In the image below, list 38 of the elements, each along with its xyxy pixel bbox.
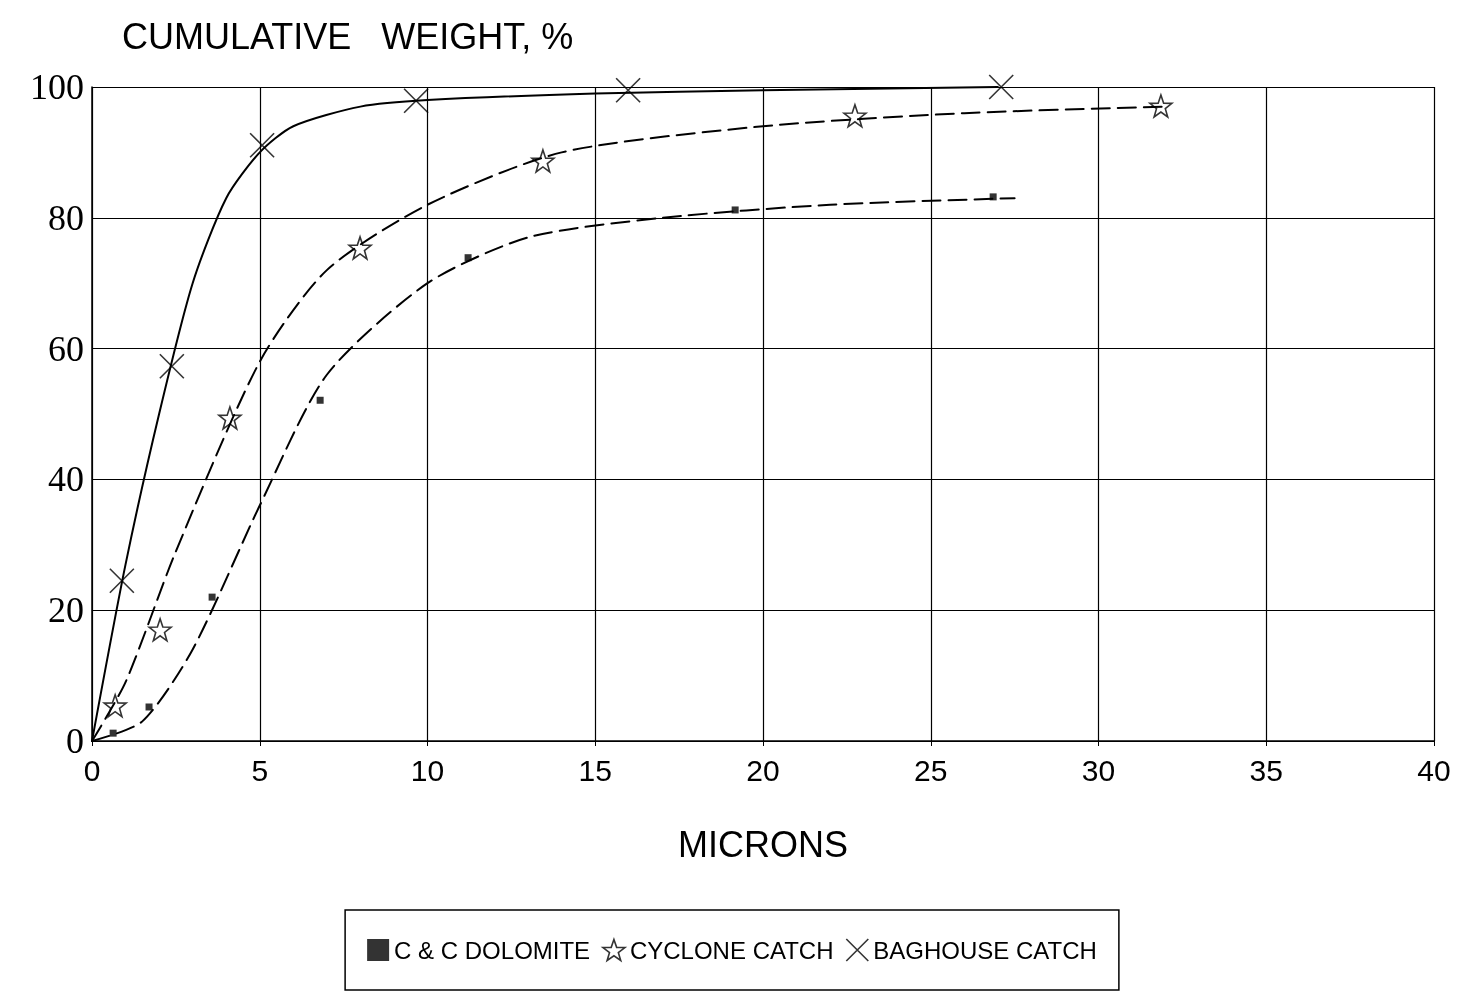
point: [464, 254, 472, 262]
legend-label: CYCLONE CATCH: [629, 936, 834, 964]
point: [249, 132, 275, 159]
legend-label: BAGHOUSE CATCH: [873, 936, 1097, 964]
point: [1149, 94, 1173, 118]
y-tick-label: 20: [48, 590, 84, 631]
y-tick-label: 80: [48, 197, 84, 238]
x-tick-label: 40: [1417, 753, 1451, 787]
x-axis-title: MICRONS: [678, 823, 848, 865]
point: [148, 618, 172, 642]
x-tick-label: 25: [914, 753, 948, 787]
y-tick-label: 40: [48, 459, 84, 500]
x-tick-label: 5: [251, 753, 269, 787]
point: [109, 567, 135, 594]
point: [159, 353, 185, 380]
x-tick-label: 30: [1081, 753, 1116, 787]
point: [989, 193, 997, 201]
point: [316, 396, 324, 404]
point: [145, 703, 153, 711]
legend-label: C & C DOLOMITE: [394, 936, 591, 964]
point: [615, 77, 641, 104]
point: [731, 206, 739, 214]
x-tick-label: 20: [746, 753, 780, 787]
point: [109, 729, 117, 737]
point: [403, 87, 429, 114]
point: [531, 149, 555, 173]
y-tick-label: 0: [66, 721, 84, 761]
point: [348, 236, 372, 260]
y-tick-label: 100: [30, 67, 84, 107]
y-axis-title: CUMULATIVE WEIGHT, %: [122, 15, 574, 57]
x-tick-label: 15: [578, 753, 612, 787]
point: [208, 593, 216, 601]
point: [103, 693, 127, 718]
x-tick-label: 35: [1249, 753, 1283, 787]
y-tick-label: 60: [48, 328, 84, 369]
point: [218, 406, 242, 430]
x-tick-label: 10: [410, 753, 445, 787]
point: [843, 103, 867, 128]
